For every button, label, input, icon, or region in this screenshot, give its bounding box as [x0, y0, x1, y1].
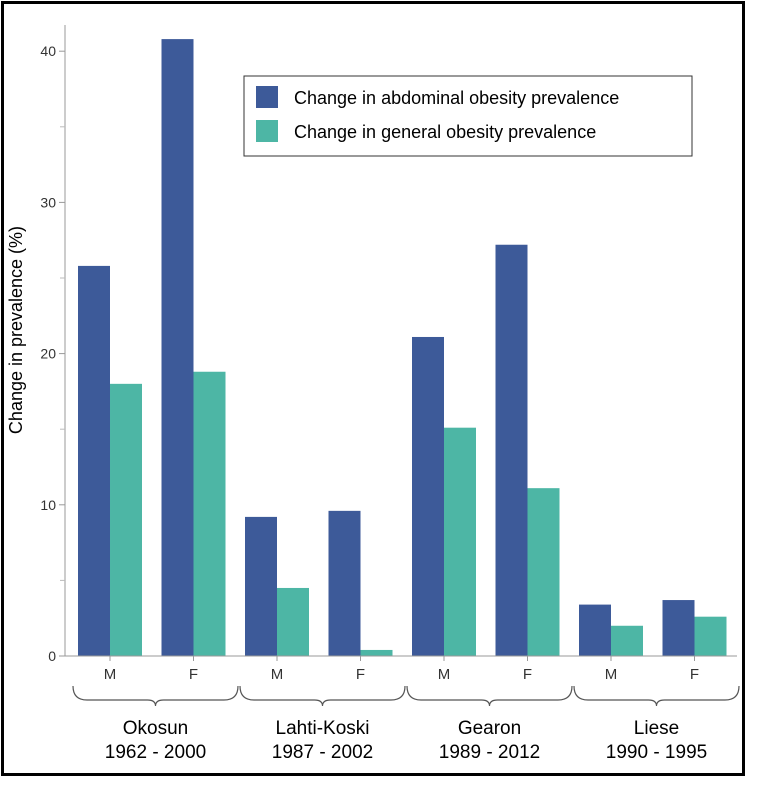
bar-abdominal: [495, 244, 528, 656]
y-tick-label: 30: [40, 194, 56, 210]
bar-general: [110, 383, 142, 656]
legend-label: Change in general obesity prevalence: [294, 122, 596, 142]
legend-swatch: [256, 86, 278, 108]
bar-abdominal: [78, 265, 110, 656]
bar-abdominal: [662, 600, 695, 656]
bar-abdominal: [412, 336, 444, 656]
bar-general: [694, 616, 727, 656]
y-axis-label: Change in prevalence (%): [6, 226, 26, 434]
bar-general: [277, 587, 309, 656]
group-bracket: [573, 685, 740, 707]
group-years: 1989 - 2012: [439, 742, 540, 763]
group-years: 1990 - 1995: [606, 742, 707, 763]
x-tick-label: F: [189, 666, 198, 683]
y-axis: 0 10 20 30 40: [40, 25, 66, 664]
bar-abdominal: [161, 39, 194, 656]
group-name: Lahti-Koski: [276, 718, 370, 739]
x-tick-label: M: [438, 666, 451, 683]
group-bracket: [72, 685, 239, 707]
bar-general: [527, 488, 560, 656]
group-bracket: [406, 685, 573, 707]
x-tick-label: M: [605, 666, 618, 683]
bar-abdominal: [245, 516, 277, 656]
group-name: Gearon: [458, 718, 521, 739]
y-tick-label: 20: [40, 346, 56, 362]
legend-label: Change in abdominal obesity prevalence: [294, 88, 619, 108]
bar-general: [611, 625, 643, 656]
x-tick-label: M: [271, 666, 284, 683]
y-tick-label: 40: [40, 43, 56, 59]
x-tick-label: F: [356, 666, 365, 683]
group-bracket: [239, 685, 406, 707]
group-name: Liese: [634, 718, 679, 739]
group-years: 1987 - 2002: [272, 742, 373, 763]
group-labels: Okosun 1962 - 2000 Lahti-Koski 1987 - 2002 G…: [72, 685, 740, 763]
x-tick-label: F: [523, 666, 532, 683]
group-name: Okosun: [123, 718, 188, 739]
bar-general: [360, 649, 393, 656]
x-tick-label: M: [104, 666, 117, 683]
bars: [78, 39, 727, 656]
group-years: 1962 - 2000: [105, 742, 206, 763]
bar-general: [193, 371, 226, 656]
bar-abdominal: [579, 604, 611, 656]
x-tick-label: F: [690, 666, 699, 683]
bar-general: [444, 427, 476, 656]
y-tick-label: 0: [48, 648, 56, 664]
legend-swatch: [256, 120, 278, 142]
legend-box: [243, 75, 693, 157]
y-tick-label: 10: [40, 497, 56, 513]
bar-abdominal: [328, 510, 361, 656]
legend: Change in abdominal obesity prevalence Ch…: [243, 75, 693, 157]
